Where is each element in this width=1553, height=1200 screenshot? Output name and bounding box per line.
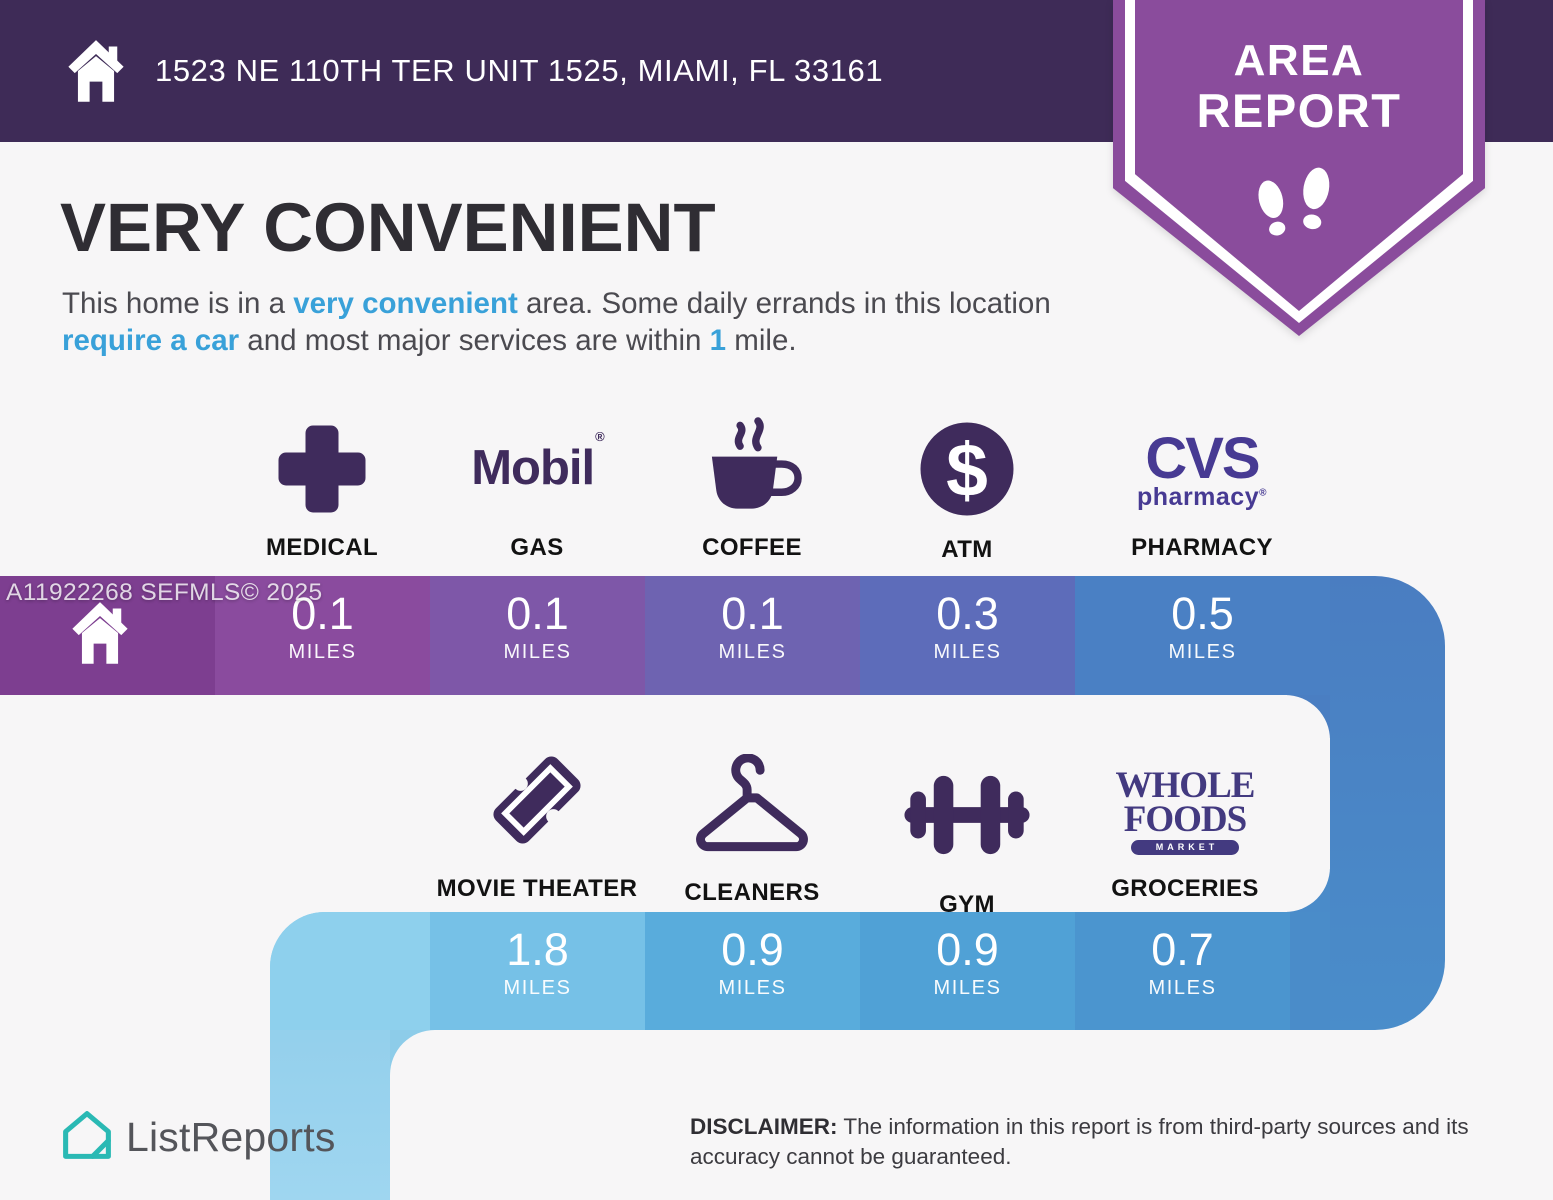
distance-value: 0.3 <box>936 588 999 639</box>
distance-unit: MILES <box>933 977 1002 999</box>
distance-value: 0.5 <box>1171 588 1234 639</box>
dollar-circle-icon: $ <box>919 421 1015 522</box>
amenity-movie-theater: MOVIE THEATER <box>422 745 652 903</box>
bar-segment: 0.1 MILES <box>430 576 645 695</box>
distance-unit: MILES <box>718 641 787 663</box>
bar-segment: 0.3 MILES <box>860 576 1075 695</box>
bar-segment-filler <box>1290 912 1330 1030</box>
listreports-wordmark: ListReports <box>126 1114 336 1160</box>
distance-bar-bottom: 1.8 MILES 0.9 MILES 0.9 MILES 0.7 MILES <box>270 912 1330 1030</box>
distance-value: 0.7 <box>1151 924 1214 975</box>
bar-segment: 0.5 MILES <box>1075 576 1330 695</box>
svg-text:$: $ <box>946 428 988 512</box>
distance-value: 0.9 <box>721 924 784 975</box>
amenity-label: COFFEE <box>702 534 802 561</box>
hanger-icon <box>693 753 811 863</box>
listreports-house-icon <box>60 1108 114 1167</box>
highlight-very-convenient: very convenient <box>293 287 518 320</box>
distance-unit: MILES <box>1168 641 1237 663</box>
medical-cross-icon <box>274 421 370 522</box>
coffee-cup-icon <box>700 417 804 522</box>
cvs-pharmacy-logo: CVS pharmacy® <box>1137 426 1267 511</box>
amenity-atm: $ ATM <box>852 400 1082 564</box>
amenity-label: GYM <box>939 891 995 918</box>
footprints-icon <box>1249 164 1349 265</box>
distance-value: 1.8 <box>506 924 569 975</box>
amenity-label: GROCERIES <box>1111 875 1259 902</box>
distance-value: 0.1 <box>291 588 354 639</box>
bar-segment: 1.8 MILES <box>430 912 645 1030</box>
amenity-coffee: COFFEE <box>637 400 867 562</box>
distance-unit: MILES <box>718 977 787 999</box>
home-icon <box>62 36 130 113</box>
ribbon-title: AREA REPORT <box>1196 36 1402 138</box>
summary-text: This home is in a very convenient area. … <box>62 287 1051 357</box>
lower-white-panel <box>390 1030 1553 1200</box>
amenity-label: MEDICAL <box>265 534 379 561</box>
bar-segment: 0.1 MILES <box>215 576 430 695</box>
amenity-gym: GYM <box>852 745 1082 919</box>
distance-unit: MILES <box>503 977 572 999</box>
amenity-label: GAS <box>510 534 564 561</box>
highlight-one-mile: 1 <box>709 323 727 357</box>
inner-white-panel <box>0 695 1330 912</box>
bar-segment-cap <box>270 912 430 1030</box>
bar-segment: 0.7 MILES <box>1075 912 1290 1030</box>
disclaimer-text: DISCLAIMER: The information in this repo… <box>690 1114 1469 1169</box>
distance-value: 0.9 <box>936 924 999 975</box>
distance-unit: MILES <box>288 641 357 663</box>
distance-value: 0.1 <box>506 588 569 639</box>
bar-segment: 0.1 MILES <box>645 576 860 695</box>
amenity-label: CLEANERS <box>684 879 820 906</box>
amenity-groceries: WHOLE FOODS MARKET GROCERIES <box>1070 745 1300 903</box>
distance-bar-top: 0.1 MILES 0.1 MILES 0.1 MILES 0.3 MILES 0.5 M… <box>0 576 1330 695</box>
ticket-icon <box>479 742 595 863</box>
highlight-require-a-car: require a car <box>62 323 240 357</box>
distance-unit: MILES <box>933 641 1002 663</box>
mobil-logo: Mobil® <box>471 428 604 495</box>
distance-unit: MILES <box>1148 977 1217 999</box>
whole-foods-logo: WHOLE FOODS MARKET <box>1116 767 1255 855</box>
bar-segment: 0.9 MILES <box>860 912 1075 1030</box>
amenity-medical: MEDICAL <box>207 400 437 562</box>
distance-unit: MILES <box>503 641 572 663</box>
amenity-label: MOVIE THEATER <box>436 875 638 902</box>
bar-segment: 0.9 MILES <box>645 912 860 1030</box>
listreports-logo: ListReports <box>60 1108 336 1167</box>
property-address: 1523 NE 110TH TER UNIT 1525, MIAMI, FL 3… <box>155 53 884 88</box>
mls-watermark: A11922268 SEFMLS© 2025 <box>6 579 323 606</box>
page-title: VERY CONVENIENT <box>60 189 716 266</box>
amenity-cleaners: CLEANERS <box>637 745 867 907</box>
amenity-label: ATM <box>941 536 993 563</box>
amenity-gas: Mobil® GAS <box>422 400 652 562</box>
dumbbell-icon <box>904 772 1030 863</box>
amenity-label: PHARMACY <box>1131 534 1273 561</box>
path-right-column <box>1330 576 1445 1030</box>
amenity-pharmacy: CVS pharmacy® PHARMACY <box>1087 400 1317 562</box>
home-icon <box>66 598 134 675</box>
distance-value: 0.1 <box>721 588 784 639</box>
area-report-ribbon: AREA REPORT <box>1113 0 1485 336</box>
